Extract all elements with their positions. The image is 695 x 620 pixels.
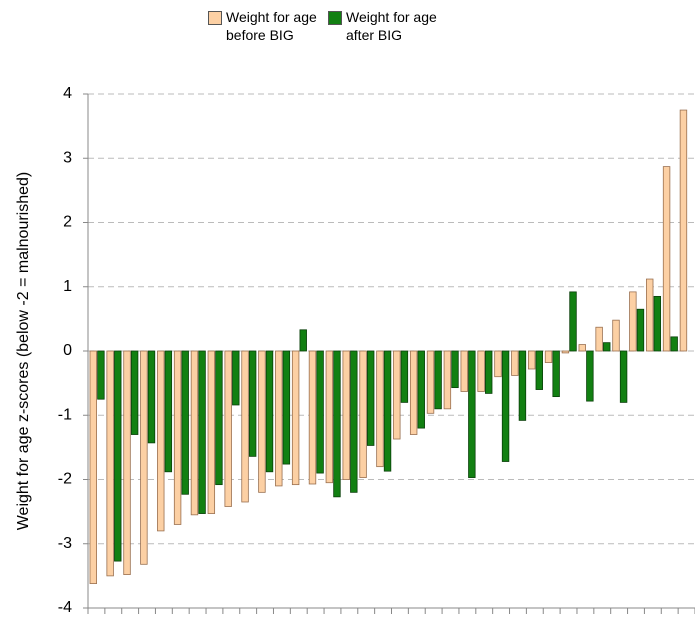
bar bbox=[123, 350, 131, 575]
bar bbox=[97, 350, 105, 400]
y-tick-label: 1 bbox=[63, 278, 72, 295]
bar bbox=[207, 350, 216, 514]
bar bbox=[248, 350, 257, 457]
legend-swatch bbox=[208, 11, 222, 25]
bar bbox=[527, 350, 536, 370]
bar bbox=[140, 350, 148, 565]
y-tick-label: -4 bbox=[58, 599, 72, 616]
bar bbox=[258, 350, 266, 493]
bar bbox=[451, 350, 459, 389]
legend-label: Weight for age before BIG bbox=[226, 9, 317, 43]
legend-label: Weight for age after BIG bbox=[346, 9, 437, 43]
bar bbox=[409, 350, 418, 435]
bar bbox=[316, 350, 324, 474]
bar bbox=[662, 166, 671, 352]
bar bbox=[426, 350, 435, 414]
bar bbox=[578, 344, 586, 352]
bar bbox=[147, 350, 156, 444]
bar bbox=[518, 350, 527, 421]
y-tick-label: -1 bbox=[58, 406, 72, 423]
bar bbox=[366, 350, 375, 446]
bar bbox=[383, 350, 392, 472]
bar bbox=[612, 319, 620, 352]
bar bbox=[275, 350, 283, 487]
bar bbox=[173, 350, 182, 525]
bar bbox=[485, 350, 493, 394]
bar bbox=[376, 350, 384, 468]
bar bbox=[291, 350, 300, 486]
bar bbox=[636, 308, 645, 352]
bar bbox=[400, 350, 409, 403]
bar bbox=[130, 350, 139, 435]
bar bbox=[224, 350, 232, 507]
bar bbox=[511, 350, 519, 376]
bar bbox=[552, 350, 560, 398]
bar bbox=[299, 329, 307, 352]
bar bbox=[157, 350, 165, 532]
bar bbox=[443, 350, 452, 410]
bar bbox=[586, 350, 594, 402]
y-tick-label: 3 bbox=[63, 149, 72, 166]
bar bbox=[494, 350, 502, 378]
y-axis-label: Weight for age z-scores (below -2 = maln… bbox=[15, 172, 32, 531]
bar bbox=[460, 350, 468, 392]
bar bbox=[265, 350, 274, 473]
bar bbox=[190, 350, 199, 516]
bar bbox=[350, 350, 358, 493]
bar bbox=[569, 291, 577, 352]
bar bbox=[215, 350, 223, 486]
bar bbox=[181, 350, 189, 495]
legend-item: Weight for age before BIG bbox=[208, 8, 338, 44]
bar bbox=[198, 350, 206, 514]
bar bbox=[544, 350, 553, 363]
legend-swatch bbox=[328, 11, 342, 25]
bar bbox=[89, 350, 97, 584]
bar bbox=[232, 350, 240, 406]
bar bbox=[417, 350, 425, 429]
bar bbox=[434, 350, 442, 410]
bar bbox=[308, 350, 317, 485]
bar bbox=[359, 350, 367, 478]
bar bbox=[282, 350, 291, 465]
bar bbox=[646, 278, 654, 352]
y-tick-label: -2 bbox=[58, 471, 72, 488]
bar bbox=[241, 350, 249, 503]
bar bbox=[535, 350, 543, 390]
bar bbox=[679, 109, 688, 352]
y-tick-label: -3 bbox=[58, 535, 72, 552]
bar bbox=[619, 350, 628, 403]
bar bbox=[603, 342, 611, 352]
bar bbox=[595, 326, 603, 352]
bar bbox=[342, 350, 350, 480]
bar bbox=[106, 350, 114, 577]
bar bbox=[561, 350, 570, 354]
bar bbox=[468, 350, 476, 478]
bar bbox=[477, 350, 485, 392]
bar bbox=[164, 350, 173, 473]
bar bbox=[670, 336, 678, 352]
y-tick-label: 4 bbox=[63, 85, 72, 102]
bar bbox=[393, 350, 401, 440]
y-tick-label: 2 bbox=[63, 214, 72, 231]
bar bbox=[629, 291, 637, 352]
bar bbox=[501, 350, 510, 462]
bar bbox=[653, 295, 662, 352]
bar bbox=[325, 350, 334, 484]
bar bbox=[114, 350, 122, 562]
legend-item: Weight for age after BIG bbox=[328, 8, 458, 44]
bar bbox=[333, 350, 341, 498]
y-tick-label: 0 bbox=[63, 342, 72, 359]
